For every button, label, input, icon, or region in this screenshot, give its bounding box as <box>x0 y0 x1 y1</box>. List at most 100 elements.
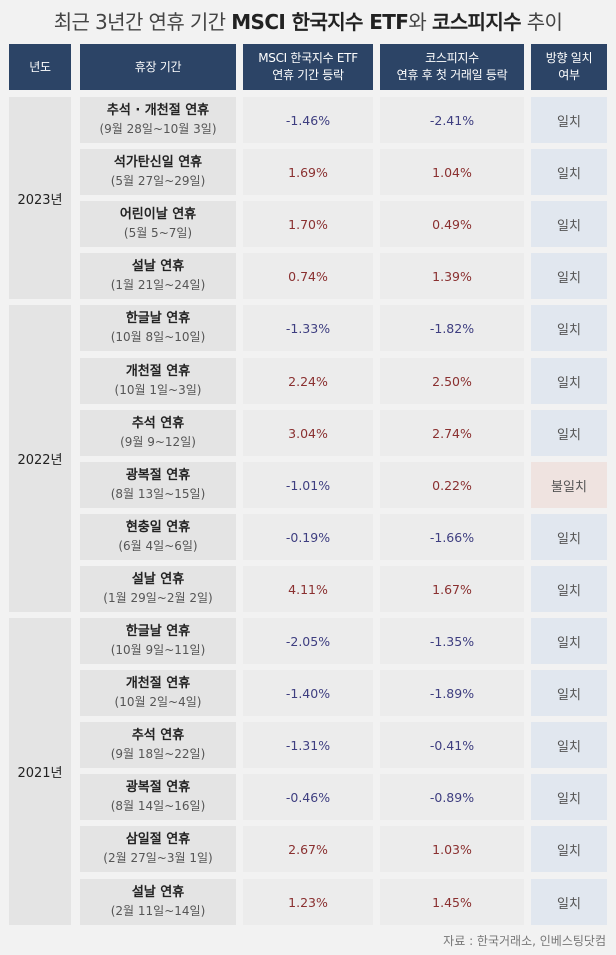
holiday-cell: 석가탄신일 연휴 (5월 27일~29일) <box>80 149 236 195</box>
match-badge: 일치 <box>531 618 607 664</box>
match-badge: 일치 <box>531 358 607 404</box>
holiday-name: 추석 연휴 <box>131 728 185 743</box>
header-kospi-line2: 연휴 후 첫 거래일 등락 <box>396 68 508 82</box>
holiday-name: 설날 연휴 <box>131 885 185 900</box>
holiday-cell: 광복절 연휴 (8월 13일~15일) <box>80 462 236 508</box>
holiday-dates: (10월 9일~11일) <box>110 643 206 657</box>
kospi-change-value: 2.74% <box>380 410 524 456</box>
holiday-dates: (8월 13일~15일) <box>110 487 206 501</box>
kospi-change-value: 1.04% <box>380 149 524 195</box>
msci-change-value: 1.23% <box>243 879 373 925</box>
kospi-change-value: -1.89% <box>380 670 524 716</box>
holiday-dates: (10월 8일~10일) <box>110 330 206 344</box>
holiday-dates: (1월 21일~24일) <box>110 278 206 292</box>
source-note: 자료 : 한국거래소, 인베스팅닷컴 <box>443 934 606 948</box>
holiday-cell: 추석 연휴 (9월 18일~22일) <box>80 722 236 768</box>
holiday-cell: 삼일절 연휴 (2월 27일~3월 1일) <box>80 826 236 872</box>
header-match-line2: 여부 <box>558 68 580 82</box>
header-year: 년도 <box>9 44 71 90</box>
holiday-dates: (5월 27일~29일) <box>110 174 206 188</box>
holiday-dates: (10월 2일~4일) <box>114 695 202 709</box>
holiday-dates: (9월 18일~22일) <box>110 747 206 761</box>
holiday-name: 광복절 연휴 <box>125 780 191 795</box>
holiday-cell: 현충일 연휴 (6월 4일~6일) <box>80 514 236 560</box>
kospi-change-value: 1.67% <box>380 566 524 612</box>
msci-change-value: -2.05% <box>243 618 373 664</box>
match-badge: 일치 <box>531 97 607 143</box>
title-part-1: 최근 3년간 연휴 기간 <box>53 10 232 34</box>
holiday-name: 한글날 연휴 <box>125 311 191 326</box>
msci-change-value: -1.33% <box>243 305 373 351</box>
header-match-line1: 방향 일치 <box>545 51 593 65</box>
holiday-dates: (5월 5~7일) <box>123 226 193 240</box>
holiday-dates: (2월 27일~3월 1일) <box>103 851 213 865</box>
holiday-cell: 추석 연휴 (9월 9~12일) <box>80 410 236 456</box>
title-part-2: MSCI 한국지수 ETF <box>231 10 409 34</box>
year-label: 2022년 <box>9 305 71 612</box>
holiday-cell: 광복절 연휴 (8월 14일~16일) <box>80 774 236 820</box>
msci-change-value: 2.67% <box>243 826 373 872</box>
msci-change-value: 2.24% <box>243 358 373 404</box>
holiday-cell: 설날 연휴 (2월 11일~14일) <box>80 879 236 925</box>
chart-title: 최근 3년간 연휴 기간 MSCI 한국지수 ETF와 코스피지수 추이 <box>0 6 616 35</box>
header-msci-line2: 연휴 기간 등락 <box>272 68 344 82</box>
holiday-name: 설날 연휴 <box>131 259 185 274</box>
match-badge: 일치 <box>531 410 607 456</box>
holiday-cell: 한글날 연휴 (10월 8일~10일) <box>80 305 236 351</box>
msci-change-value: 3.04% <box>243 410 373 456</box>
holiday-name: 추석 · 개천절 연휴 <box>106 103 210 118</box>
holiday-dates: (8월 14일~16일) <box>110 799 206 813</box>
kospi-change-value: 1.03% <box>380 826 524 872</box>
holiday-name: 개천절 연휴 <box>125 676 191 691</box>
header-msci: MSCI 한국지수 ETF 연휴 기간 등락 <box>243 44 373 90</box>
holiday-name: 삼일절 연휴 <box>125 832 191 847</box>
holiday-name: 개천절 연휴 <box>125 364 191 379</box>
header-year-label: 년도 <box>29 59 51 74</box>
msci-change-value: 0.74% <box>243 253 373 299</box>
msci-change-value: 1.69% <box>243 149 373 195</box>
kospi-change-value: -0.89% <box>380 774 524 820</box>
title-part-4: 코스피지수 <box>431 10 522 34</box>
holiday-name: 광복절 연휴 <box>125 468 191 483</box>
match-badge: 일치 <box>531 253 607 299</box>
holiday-dates: (9월 28일~10월 3일) <box>99 122 217 136</box>
holiday-cell: 설날 연휴 (1월 29일~2월 2일) <box>80 566 236 612</box>
holiday-name: 석가탄신일 연휴 <box>113 155 203 170</box>
holiday-dates: (2월 11일~14일) <box>110 904 206 918</box>
kospi-change-value: 2.50% <box>380 358 524 404</box>
holiday-dates: (9월 9~12일) <box>120 435 196 449</box>
holiday-name: 어린이날 연휴 <box>119 207 197 222</box>
holiday-dates: (10월 1일~3일) <box>114 383 202 397</box>
title-part-3: 와 <box>408 10 432 34</box>
msci-change-value: -1.01% <box>243 462 373 508</box>
match-badge: 일치 <box>531 774 607 820</box>
match-badge: 일치 <box>531 722 607 768</box>
header-kospi: 코스피지수 연휴 후 첫 거래일 등락 <box>380 44 524 90</box>
kospi-change-value: -1.35% <box>380 618 524 664</box>
match-badge: 일치 <box>531 201 607 247</box>
header-holiday-label: 휴장 기간 <box>134 59 182 74</box>
kospi-change-value: 0.22% <box>380 462 524 508</box>
match-badge: 일치 <box>531 149 607 195</box>
year-label: 2023년 <box>9 97 71 299</box>
kospi-change-value: 1.39% <box>380 253 524 299</box>
header-msci-line1: MSCI 한국지수 ETF <box>258 51 358 65</box>
match-badge: 일치 <box>531 514 607 560</box>
header-holiday: 휴장 기간 <box>80 44 236 90</box>
holiday-cell: 개천절 연휴 (10월 2일~4일) <box>80 670 236 716</box>
kospi-change-value: -1.82% <box>380 305 524 351</box>
holiday-cell: 어린이날 연휴 (5월 5~7일) <box>80 201 236 247</box>
msci-change-value: -0.19% <box>243 514 373 560</box>
year-label: 2021년 <box>9 618 71 925</box>
holiday-cell: 한글날 연휴 (10월 9일~11일) <box>80 618 236 664</box>
kospi-change-value: 0.49% <box>380 201 524 247</box>
msci-change-value: -0.46% <box>243 774 373 820</box>
match-badge: 일치 <box>531 566 607 612</box>
match-badge: 일치 <box>531 879 607 925</box>
holiday-name: 한글날 연휴 <box>125 624 191 639</box>
title-part-5: 추이 <box>520 10 563 34</box>
holiday-cell: 개천절 연휴 (10월 1일~3일) <box>80 358 236 404</box>
holiday-cell: 설날 연휴 (1월 21일~24일) <box>80 253 236 299</box>
match-badge: 일치 <box>531 670 607 716</box>
kospi-change-value: -0.41% <box>380 722 524 768</box>
